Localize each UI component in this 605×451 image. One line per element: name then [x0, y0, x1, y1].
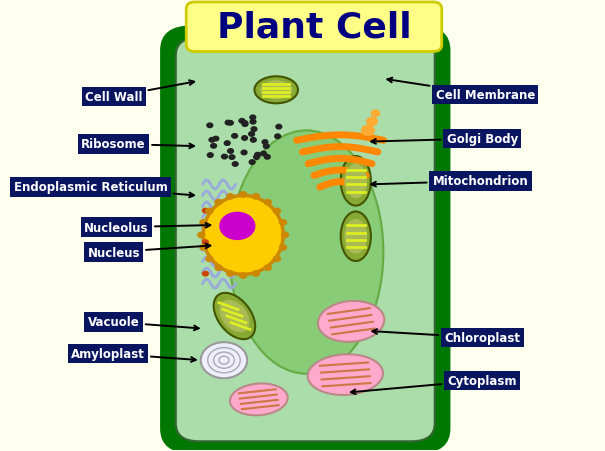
Ellipse shape	[203, 196, 283, 275]
Text: Chloroplast: Chloroplast	[372, 329, 520, 345]
Text: Amyloplast: Amyloplast	[71, 347, 196, 362]
Ellipse shape	[260, 81, 293, 100]
Circle shape	[221, 155, 227, 160]
Ellipse shape	[344, 220, 367, 254]
Ellipse shape	[255, 77, 298, 104]
Circle shape	[227, 194, 234, 200]
Text: Nucleus: Nucleus	[87, 244, 211, 259]
FancyBboxPatch shape	[186, 3, 442, 52]
Circle shape	[211, 144, 217, 149]
Circle shape	[208, 153, 213, 158]
Ellipse shape	[230, 384, 288, 415]
Circle shape	[250, 120, 256, 124]
Text: Cytoplasm: Cytoplasm	[351, 374, 517, 394]
Circle shape	[239, 119, 245, 124]
Circle shape	[280, 245, 286, 251]
Circle shape	[276, 125, 282, 129]
Circle shape	[242, 136, 247, 141]
Ellipse shape	[344, 164, 367, 199]
Circle shape	[206, 209, 213, 214]
Circle shape	[203, 240, 208, 245]
Circle shape	[207, 124, 213, 128]
Circle shape	[252, 271, 260, 276]
Circle shape	[215, 266, 222, 271]
Circle shape	[241, 151, 247, 155]
Circle shape	[232, 162, 238, 167]
Circle shape	[206, 257, 213, 262]
Circle shape	[232, 134, 238, 139]
Ellipse shape	[229, 131, 384, 374]
Circle shape	[242, 121, 247, 126]
Text: Cell Wall: Cell Wall	[85, 81, 194, 104]
Circle shape	[229, 156, 235, 160]
Circle shape	[273, 257, 281, 262]
Circle shape	[367, 118, 378, 126]
Circle shape	[240, 192, 247, 198]
Circle shape	[252, 194, 260, 200]
Circle shape	[253, 156, 260, 160]
Circle shape	[200, 220, 207, 226]
Text: Plant Cell: Plant Cell	[217, 11, 411, 45]
Ellipse shape	[214, 293, 255, 340]
Circle shape	[263, 145, 269, 149]
Circle shape	[371, 111, 379, 117]
Circle shape	[227, 121, 234, 126]
FancyBboxPatch shape	[176, 38, 435, 442]
FancyBboxPatch shape	[160, 26, 451, 451]
Circle shape	[264, 155, 270, 160]
Circle shape	[280, 220, 286, 226]
Text: Endoplasmic Reticulum: Endoplasmic Reticulum	[13, 181, 194, 198]
Text: Ribosome: Ribosome	[81, 138, 194, 151]
Circle shape	[261, 152, 266, 156]
Circle shape	[198, 233, 205, 238]
Text: Mitochondrion: Mitochondrion	[371, 175, 529, 188]
Circle shape	[220, 213, 255, 240]
Circle shape	[273, 209, 281, 214]
Circle shape	[203, 209, 208, 213]
Text: Nucleolus: Nucleolus	[84, 221, 211, 234]
Text: Cell Membrane: Cell Membrane	[387, 78, 535, 101]
Circle shape	[250, 138, 256, 143]
Ellipse shape	[219, 300, 250, 332]
Circle shape	[227, 271, 234, 276]
Circle shape	[264, 266, 271, 271]
Circle shape	[275, 135, 281, 139]
Circle shape	[227, 149, 234, 154]
Circle shape	[203, 272, 208, 276]
Circle shape	[242, 123, 248, 127]
Ellipse shape	[308, 354, 383, 395]
Circle shape	[209, 138, 215, 143]
Circle shape	[362, 126, 374, 136]
Circle shape	[200, 245, 207, 251]
Circle shape	[201, 342, 247, 378]
Circle shape	[213, 137, 219, 142]
Circle shape	[224, 142, 230, 146]
Circle shape	[262, 140, 268, 145]
Circle shape	[250, 116, 256, 120]
Circle shape	[225, 121, 231, 125]
Circle shape	[255, 153, 261, 157]
Circle shape	[251, 128, 257, 132]
Circle shape	[215, 200, 222, 205]
Circle shape	[249, 133, 255, 137]
Ellipse shape	[341, 156, 371, 206]
Circle shape	[281, 233, 289, 238]
Circle shape	[249, 161, 255, 165]
Ellipse shape	[318, 301, 384, 342]
Circle shape	[264, 200, 271, 205]
Text: Golgi Body: Golgi Body	[371, 133, 518, 146]
Text: Vacuole: Vacuole	[88, 316, 198, 331]
Ellipse shape	[341, 212, 371, 262]
Circle shape	[240, 273, 247, 279]
